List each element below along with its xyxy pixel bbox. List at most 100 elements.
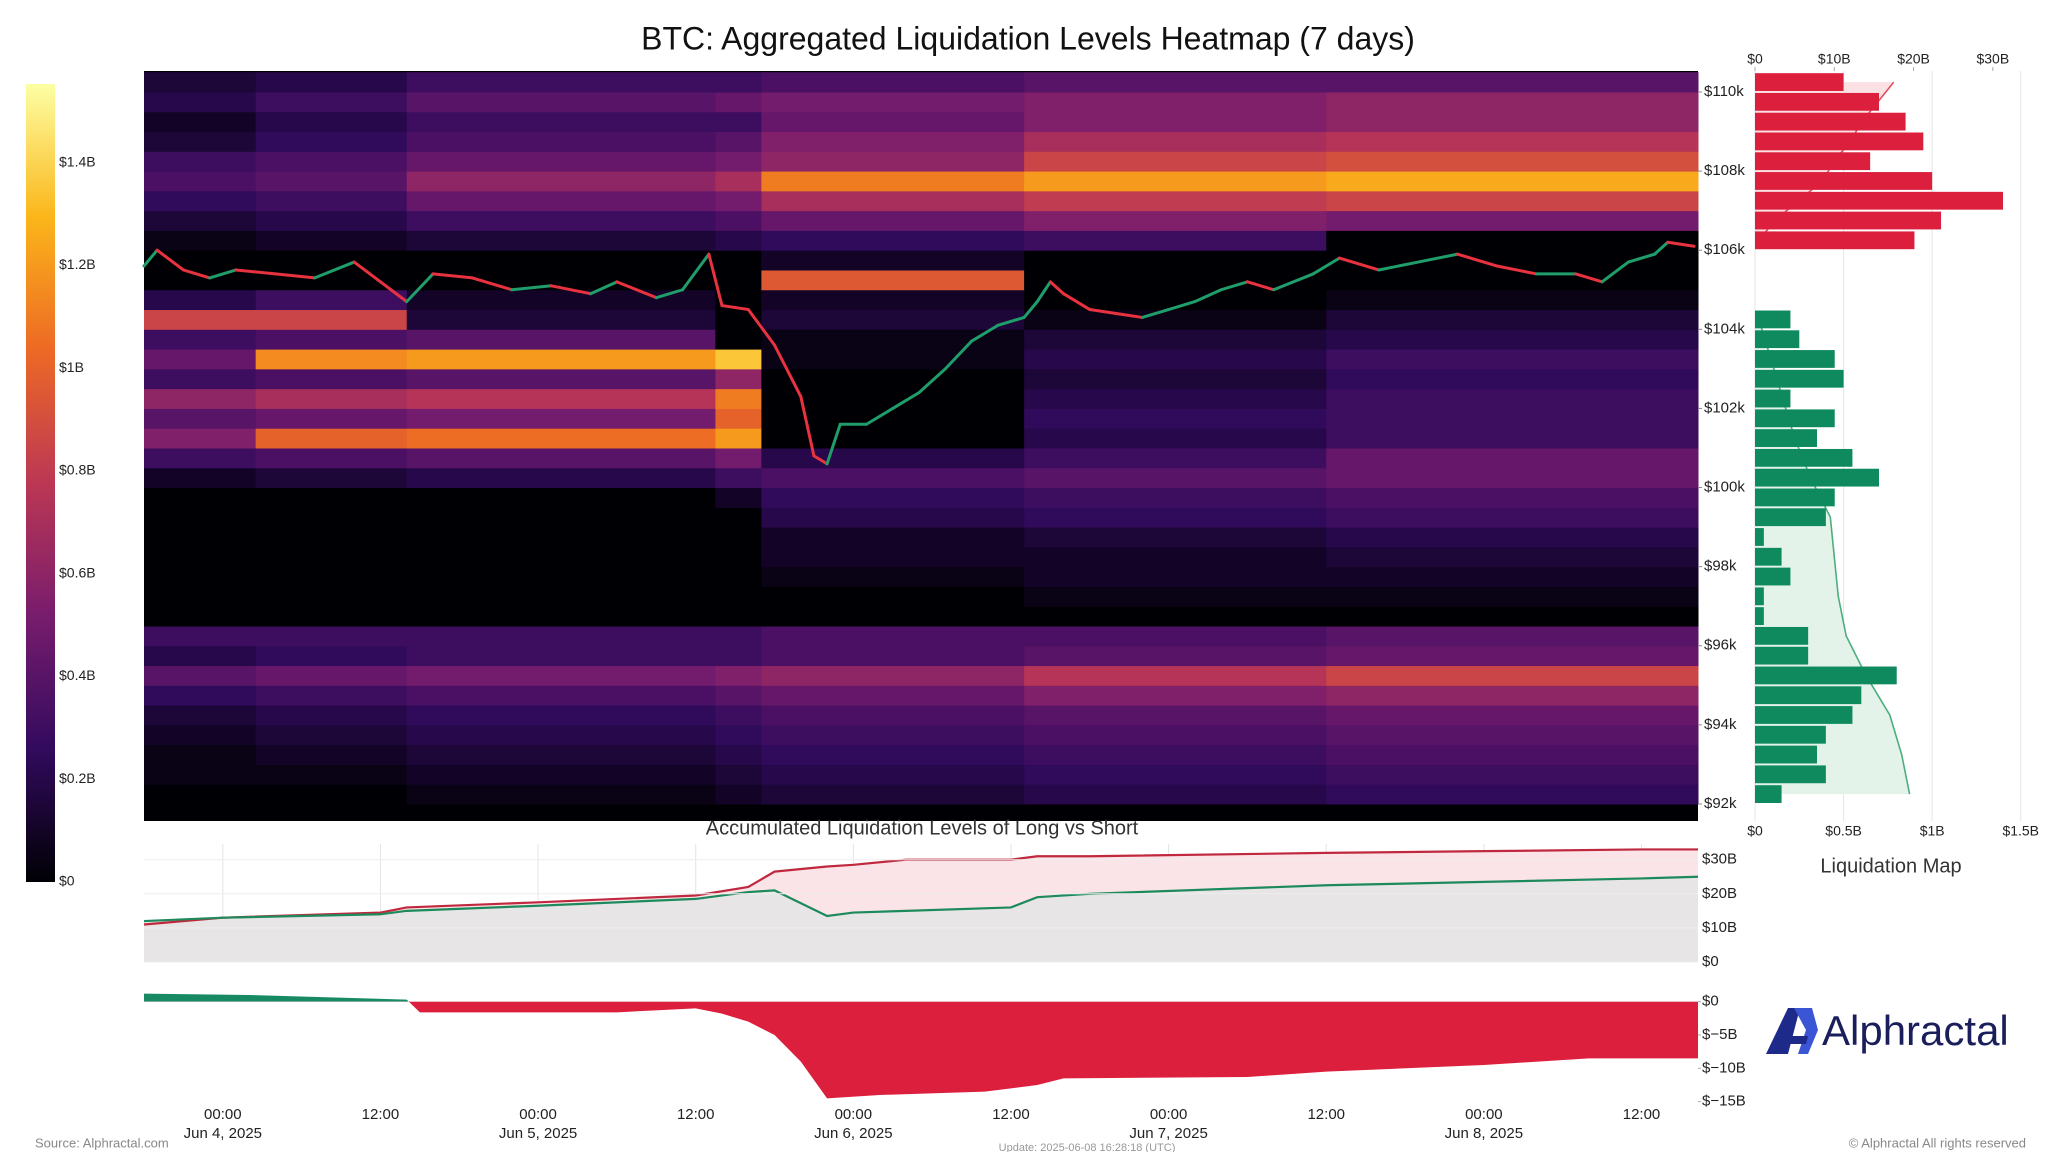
liquidation-bar — [1755, 765, 1826, 784]
heat-cell — [761, 269, 1025, 291]
heat-cell — [255, 408, 408, 429]
heat-cell — [1024, 606, 1327, 627]
accumulated-line — [143, 848, 1698, 926]
y-tick-label: $94k — [1704, 716, 1737, 733]
heat-cell — [1326, 309, 1699, 330]
liquidation-bar — [1755, 448, 1853, 467]
heat-cell — [1326, 230, 1699, 251]
heat-cell — [406, 507, 716, 528]
price-segment — [1600, 260, 1630, 284]
heat-cell — [761, 91, 1025, 113]
heat-cell — [715, 685, 762, 706]
heat-cell — [144, 546, 257, 568]
heat-cell — [406, 171, 716, 192]
heat-cell — [255, 685, 408, 706]
heat-cell — [144, 625, 257, 647]
heat-cell — [1024, 625, 1327, 647]
heat-cell — [761, 527, 1025, 548]
liquidation-bar — [1755, 429, 1818, 447]
liquidation-bar — [1755, 191, 2004, 210]
heat-cell — [761, 685, 1025, 706]
heat-cell — [715, 566, 762, 587]
heat-cell — [144, 784, 257, 805]
heat-cell — [715, 705, 762, 726]
heat-cell — [1326, 171, 1699, 192]
heat-cell — [715, 250, 762, 271]
heat-cell — [406, 131, 716, 152]
heat-cell — [406, 764, 716, 785]
heat-cell — [144, 685, 257, 706]
update: Update: 2025-06-08 16:28:18 (UTC) — [999, 1142, 1176, 1152]
price-segment — [1140, 308, 1171, 319]
heat-cell — [144, 388, 257, 409]
heat-cell — [406, 447, 716, 469]
heat-cell — [406, 586, 716, 607]
price-segment — [681, 252, 711, 292]
heat-cell — [715, 230, 762, 251]
heat-cell — [406, 388, 716, 409]
heat-cell — [1326, 546, 1699, 568]
y-tick-label: $20B — [1702, 885, 1737, 902]
price-segment — [943, 339, 974, 371]
liquidation-bar — [1755, 725, 1826, 744]
heat-cell — [144, 91, 257, 113]
heat-cell — [144, 329, 257, 350]
heat-cell — [255, 250, 408, 271]
heat-cell — [761, 724, 1025, 746]
heat-cell — [144, 230, 257, 251]
x-tick-label: 12:00 — [1623, 1106, 1661, 1123]
colorbar-tick-label: $0.4B — [59, 667, 96, 683]
colorbar-tick-label: $1.2B — [59, 256, 96, 272]
heat-cell — [761, 289, 1025, 311]
heat-cell — [715, 784, 762, 805]
logo-text: Alphractal — [1822, 1007, 2009, 1054]
heat-cell — [255, 645, 408, 667]
price-segment — [1219, 280, 1249, 292]
heat-cell — [1326, 428, 1699, 449]
heat-cell — [406, 289, 716, 311]
price-segment — [1272, 272, 1315, 292]
heat-cell — [1326, 111, 1699, 133]
heat-cell — [715, 349, 762, 370]
heat-cell — [761, 230, 1025, 251]
x-tick-label: 00:00 — [1465, 1106, 1503, 1123]
panel-title: Accumulated Liquidation Levels of Long v… — [706, 817, 1139, 839]
colorbar-tick-label: $0 — [59, 873, 75, 889]
price-segment — [1022, 300, 1039, 319]
x-date-label: Jun 6, 2025 — [814, 1125, 892, 1142]
heat-cell — [144, 190, 257, 212]
heat-cell — [1024, 151, 1327, 172]
heat-cell — [255, 546, 408, 568]
price-segment — [549, 284, 593, 296]
heat-cell — [406, 566, 716, 587]
heat-cell — [1326, 724, 1699, 746]
heat-cell — [406, 724, 716, 746]
heat-cell — [406, 408, 716, 429]
heat-cell — [761, 250, 1025, 271]
accumulated-line — [143, 875, 1699, 923]
price-segment — [155, 248, 185, 272]
chart-title: BTC: Aggregated Liquidation Levels Heatm… — [641, 20, 1415, 56]
x-tick-label: 12:00 — [677, 1106, 715, 1123]
price-segment — [470, 276, 514, 292]
x2-tick-label: $0 — [1747, 51, 1763, 67]
heat-cell — [144, 507, 257, 528]
price-line — [142, 240, 1696, 466]
heat-cell — [1326, 467, 1699, 489]
y-tick-label: $110k — [1704, 83, 1744, 100]
heat-cell — [406, 645, 716, 667]
price-segment — [1626, 252, 1657, 264]
heat-cell — [144, 210, 257, 231]
heat-cell — [761, 428, 1025, 449]
heat-cell — [144, 527, 257, 548]
heat-cell — [1024, 269, 1327, 291]
liquidation-bar — [1755, 409, 1835, 428]
heat-cell — [1024, 586, 1327, 607]
colorbar-tick-label: $1.4B — [59, 153, 96, 169]
heat-cell — [715, 527, 762, 548]
price-segment — [510, 284, 553, 292]
logo-mark — [1766, 1008, 1800, 1054]
heat-cell — [761, 171, 1025, 192]
liquidation-bar — [1755, 626, 1809, 645]
heat-cell — [144, 309, 257, 330]
